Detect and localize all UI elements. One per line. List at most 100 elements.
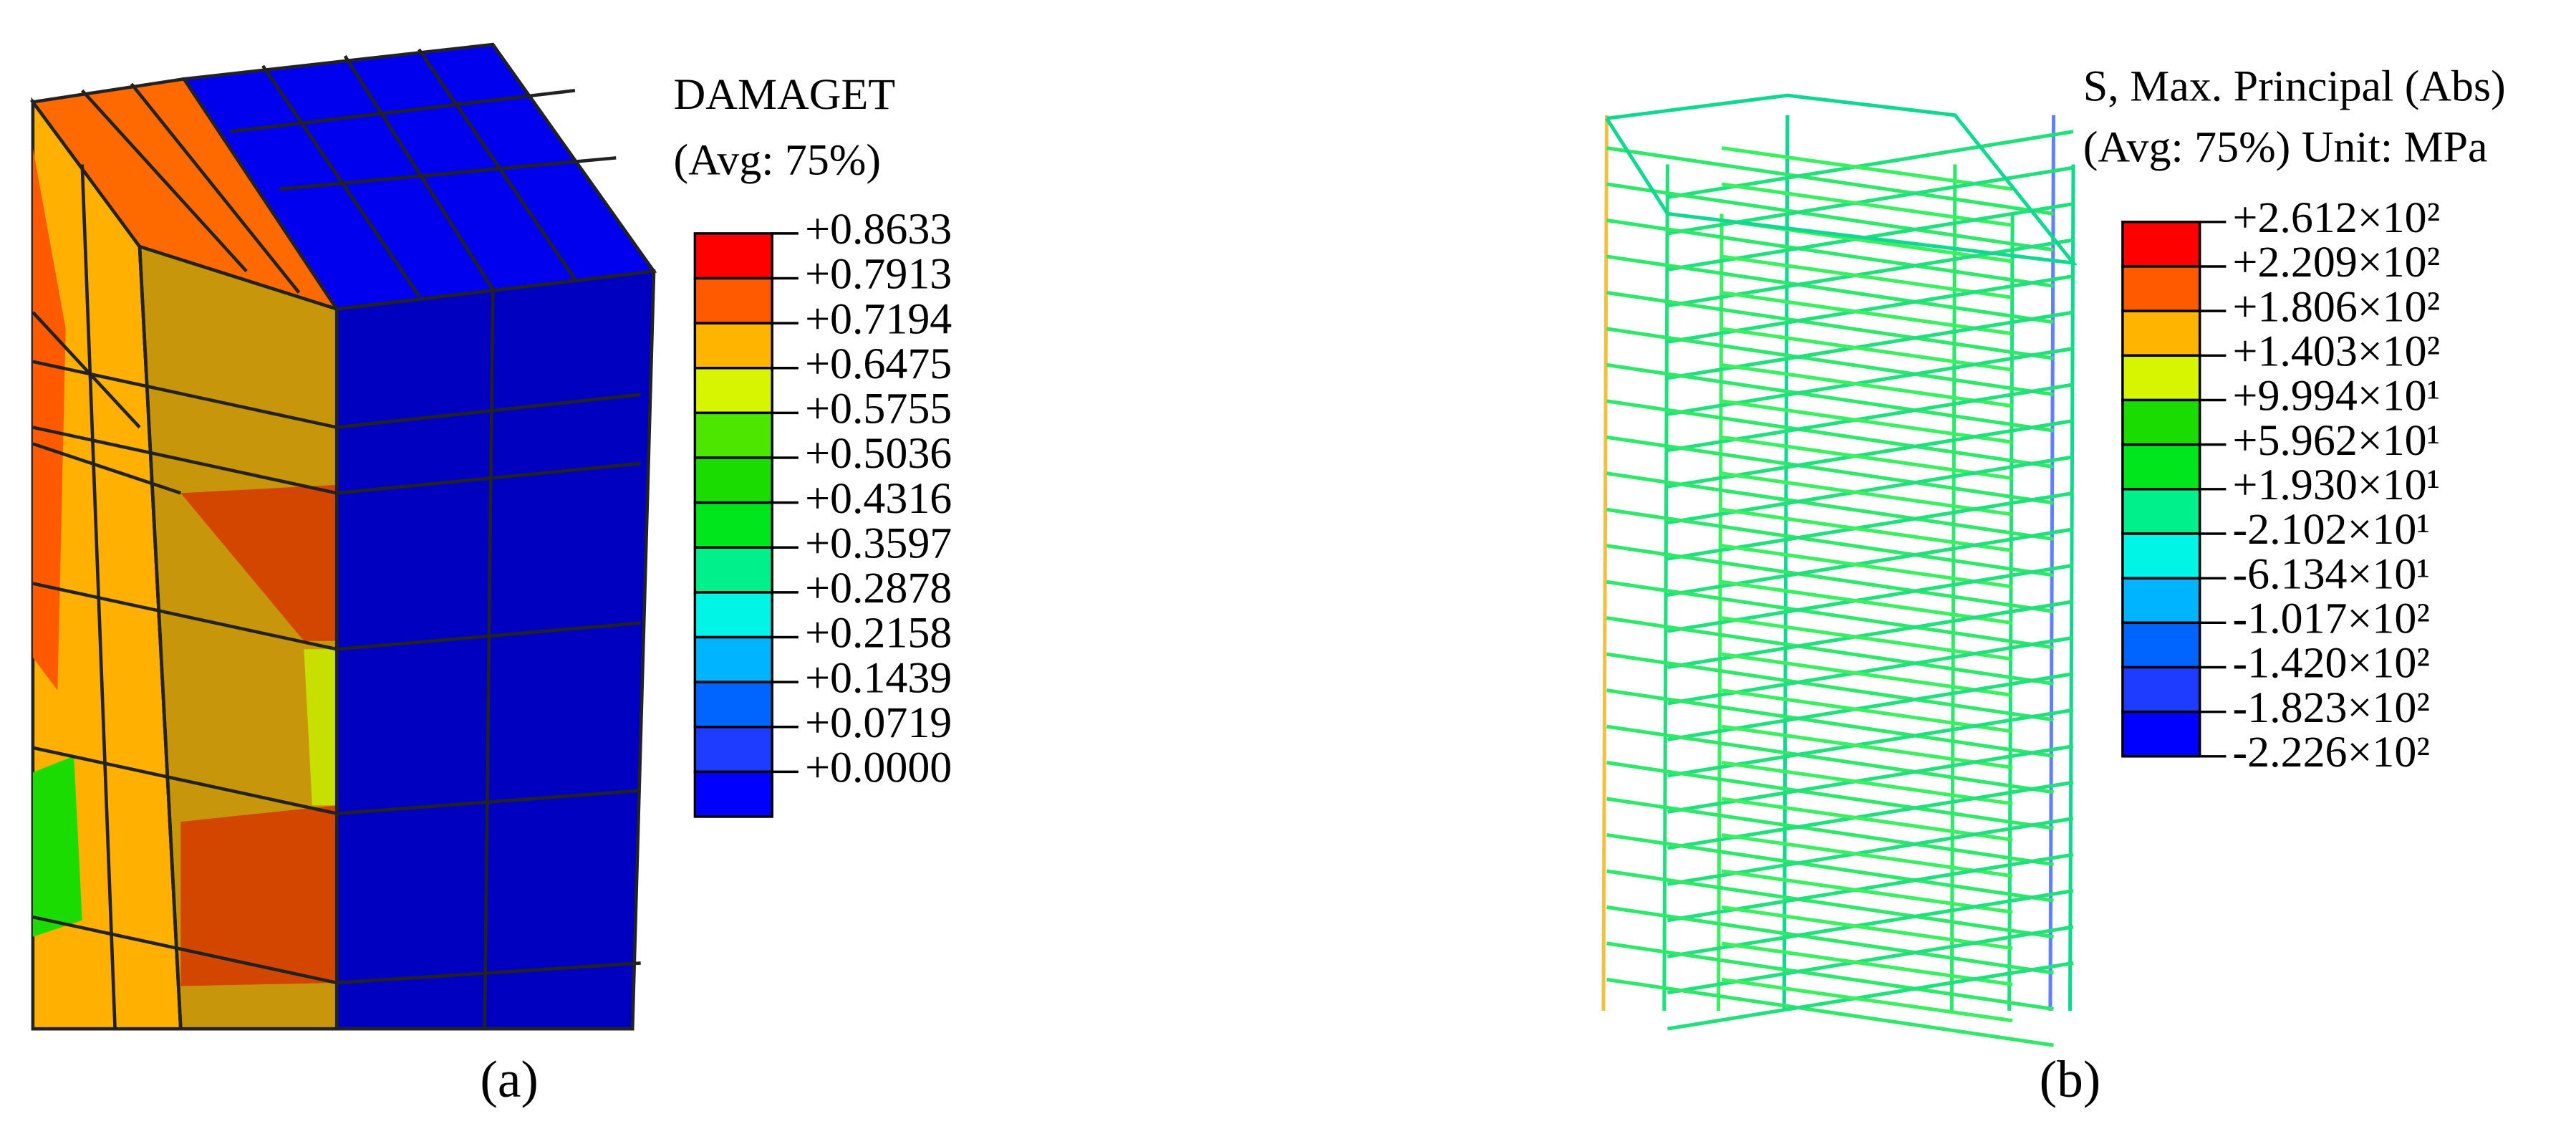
legend-label: -2.102×10¹ xyxy=(2233,505,2430,554)
mesh-line xyxy=(32,360,337,429)
truss-post xyxy=(2048,115,2056,1011)
legend-label: +1.403×10² xyxy=(2233,327,2441,376)
legend-swatch xyxy=(693,232,773,280)
truss-brace xyxy=(1606,146,2054,216)
truss-brace xyxy=(1606,254,2054,325)
legend-label: +9.994×10¹ xyxy=(2233,372,2441,420)
truss-brace xyxy=(1721,327,2013,372)
mesh-line xyxy=(32,582,337,651)
legend-label: +0.8633 xyxy=(805,205,952,254)
legend-swatch xyxy=(2121,265,2201,312)
truss-post xyxy=(2068,164,2075,1011)
damage-zone xyxy=(180,484,337,641)
truss-brace xyxy=(1721,544,2013,589)
damage-zone xyxy=(32,756,82,937)
mesh-line xyxy=(279,156,617,191)
legend-label: +0.2158 xyxy=(805,609,952,658)
legend-label: +2.612×10² xyxy=(2233,193,2441,242)
legend-swatch xyxy=(2121,665,2201,713)
legend-label: +0.0719 xyxy=(805,698,952,747)
truss-brace xyxy=(1721,616,2013,661)
truss-brace xyxy=(1606,580,2054,650)
truss-post xyxy=(1662,164,1669,1011)
mesh-line xyxy=(130,82,301,294)
legend-label: +0.0000 xyxy=(805,744,952,792)
truss-brace xyxy=(1606,977,2054,1047)
truss-brace xyxy=(1721,797,2013,842)
truss-brace xyxy=(1721,832,2013,878)
legend-subtitle: (Avg: 75%) xyxy=(674,136,881,185)
mesh-line xyxy=(32,426,337,495)
legend-swatch xyxy=(2121,621,2201,669)
mesh-line xyxy=(343,54,495,291)
truss-brace xyxy=(1606,471,2054,542)
legend-swatch xyxy=(693,277,773,325)
mesh-line xyxy=(32,746,337,815)
truss-brace xyxy=(1721,580,2013,625)
legend-swatch xyxy=(693,591,773,639)
damage-zone xyxy=(304,649,337,806)
truss-brace xyxy=(1606,327,2054,397)
legend-swatch xyxy=(693,322,773,370)
legend-label: +2.209×10² xyxy=(2233,238,2441,287)
cube-model xyxy=(29,42,657,1031)
legend-label: -1.420×10² xyxy=(2233,639,2430,688)
legend-label: -1.017×10² xyxy=(2233,595,2430,643)
legend-label: +1.806×10² xyxy=(2233,282,2441,331)
truss-brace xyxy=(1721,435,2013,481)
legend-swatch xyxy=(2121,532,2201,580)
legend-label: +5.962×10¹ xyxy=(2233,416,2441,465)
truss-brace xyxy=(1721,507,2013,553)
legend-label: +0.4316 xyxy=(805,474,952,523)
legend-swatch xyxy=(693,635,773,683)
truss-brace xyxy=(1606,182,2054,252)
legend-swatch xyxy=(2121,577,2201,625)
legend-label: +0.3597 xyxy=(805,519,952,567)
truss-brace xyxy=(1606,218,2054,288)
caption: (a) xyxy=(480,1050,538,1108)
legend-swatch xyxy=(2121,221,2201,268)
truss-brace xyxy=(1721,182,2013,227)
truss-brace xyxy=(1606,652,2054,722)
truss-brace xyxy=(1606,724,2054,794)
mesh-line xyxy=(32,442,182,495)
legend-swatch xyxy=(2121,398,2201,446)
legend-swatch xyxy=(693,546,773,594)
truss-brace xyxy=(1721,688,2013,734)
truss-brace xyxy=(1606,688,2054,758)
legend-subtitle: (Avg: 75%) Unit: MPa xyxy=(2083,122,2488,171)
legend-swatch xyxy=(2121,710,2201,758)
truss-brace xyxy=(1606,761,2054,830)
mesh-line xyxy=(32,915,337,985)
mesh-line xyxy=(32,311,141,429)
legend-swatch xyxy=(2121,443,2201,491)
truss-brace xyxy=(1606,941,2054,1011)
truss-brace xyxy=(1606,544,2054,613)
legend-title: DAMAGET xyxy=(674,70,896,119)
mesh-line xyxy=(337,789,641,815)
legend-label: +0.1439 xyxy=(805,653,952,702)
damage-zone xyxy=(180,805,337,986)
mesh-line xyxy=(138,246,183,1029)
truss-brace xyxy=(1606,435,2054,505)
mesh-line xyxy=(81,89,248,273)
truss-brace xyxy=(1606,832,2054,903)
legend-swatch xyxy=(693,501,773,549)
truss-brace xyxy=(1606,399,2054,469)
truss-brace xyxy=(1721,146,2013,191)
damage-zone xyxy=(32,148,66,691)
legend-label: +0.5755 xyxy=(805,385,952,433)
mesh-line xyxy=(337,961,641,985)
truss-brace xyxy=(1721,869,2013,914)
legend-label: -6.134×10¹ xyxy=(2233,549,2430,598)
truss-brace xyxy=(1606,905,2054,975)
truss-brace xyxy=(1721,761,2013,806)
mesh-line xyxy=(337,621,641,651)
legend-title: S, Max. Principal (Abs) xyxy=(2083,62,2506,111)
truss-brace xyxy=(1721,652,2013,697)
legend-label: +0.7194 xyxy=(805,294,952,343)
mesh-line xyxy=(337,393,641,429)
legend-swatch xyxy=(693,726,773,774)
